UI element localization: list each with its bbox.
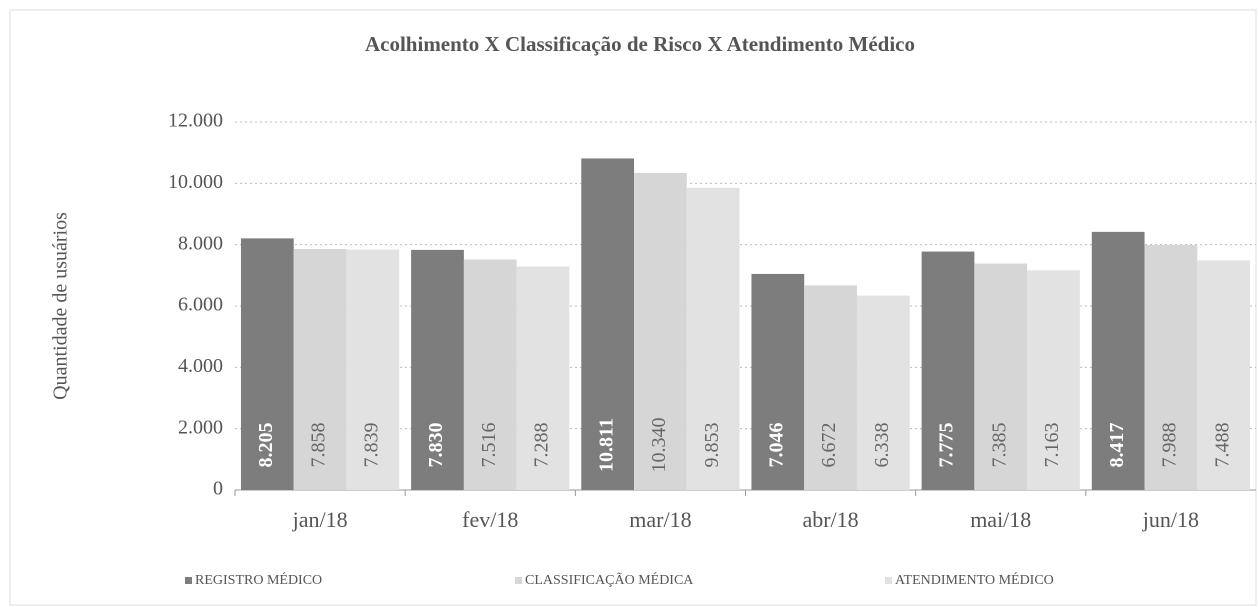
value-label: 7.516: [478, 423, 500, 468]
y-axis-label: Quantidade de usuários: [50, 212, 72, 400]
bar: [411, 249, 464, 490]
value-label: 7.830: [425, 423, 447, 468]
value-label: 7.163: [1041, 423, 1063, 468]
chart-border: [9, 9, 1257, 606]
bar: [293, 249, 347, 490]
bar: [1091, 231, 1145, 490]
bar: [516, 266, 570, 490]
value-label: 7.488: [1211, 423, 1233, 468]
value-label: 7.988: [1159, 423, 1181, 468]
y-tick-label: 4.000: [178, 355, 223, 377]
value-label: 8.417: [1106, 423, 1128, 468]
x-tick-label: mai/18: [970, 507, 1031, 532]
bar: [1027, 270, 1080, 490]
value-label: 6.672: [818, 423, 840, 468]
bar: [634, 172, 687, 490]
bar: [463, 259, 517, 490]
value-label: 9.853: [701, 423, 723, 468]
bar: [1197, 260, 1251, 490]
x-tick-label: abr/18: [802, 507, 858, 532]
value-label: 6.338: [871, 423, 893, 468]
legend-swatch: [515, 577, 522, 584]
x-tick-label: mar/18: [629, 507, 691, 532]
bar: [1144, 245, 1198, 490]
bar: [346, 249, 400, 490]
y-tick-label: 12.000: [168, 110, 223, 132]
bar: [921, 251, 975, 490]
value-label: 7.046: [765, 423, 787, 468]
legend-swatch: [185, 577, 192, 584]
bar: [581, 158, 635, 491]
value-label: 7.775: [936, 423, 958, 468]
bar: [804, 285, 857, 490]
y-tick-label: 0: [213, 478, 223, 500]
bar: [751, 273, 805, 490]
bar: [686, 187, 740, 490]
legend-label: ATENDIMENTO MÉDICO: [895, 571, 1054, 588]
x-tick-label: jan/18: [292, 507, 348, 532]
value-label: 8.205: [255, 423, 277, 468]
legend-swatch: [885, 577, 892, 584]
value-label: 7.839: [360, 423, 382, 468]
chart-title: Acolhimento X Classificação de Risco X A…: [365, 32, 915, 56]
value-label: 7.858: [308, 423, 330, 468]
value-label: 10.340: [648, 418, 670, 473]
legend-label: REGISTRO MÉDICO: [195, 571, 322, 588]
y-tick-label: 10.000: [168, 171, 223, 193]
y-tick-label: 2.000: [178, 416, 223, 438]
bar: [240, 238, 294, 490]
y-tick-label: 8.000: [178, 232, 223, 254]
x-tick-label: jun/18: [1142, 507, 1199, 532]
x-tick-label: fev/18: [462, 507, 518, 532]
bar: [974, 263, 1028, 490]
bar: [856, 295, 910, 490]
value-label: 7.385: [988, 423, 1010, 468]
legend-label: CLASSIFICAÇÃO MÉDICA: [525, 571, 694, 588]
y-tick-label: 6.000: [178, 294, 223, 316]
value-label: 10.811: [595, 418, 617, 472]
value-label: 7.288: [531, 423, 553, 468]
